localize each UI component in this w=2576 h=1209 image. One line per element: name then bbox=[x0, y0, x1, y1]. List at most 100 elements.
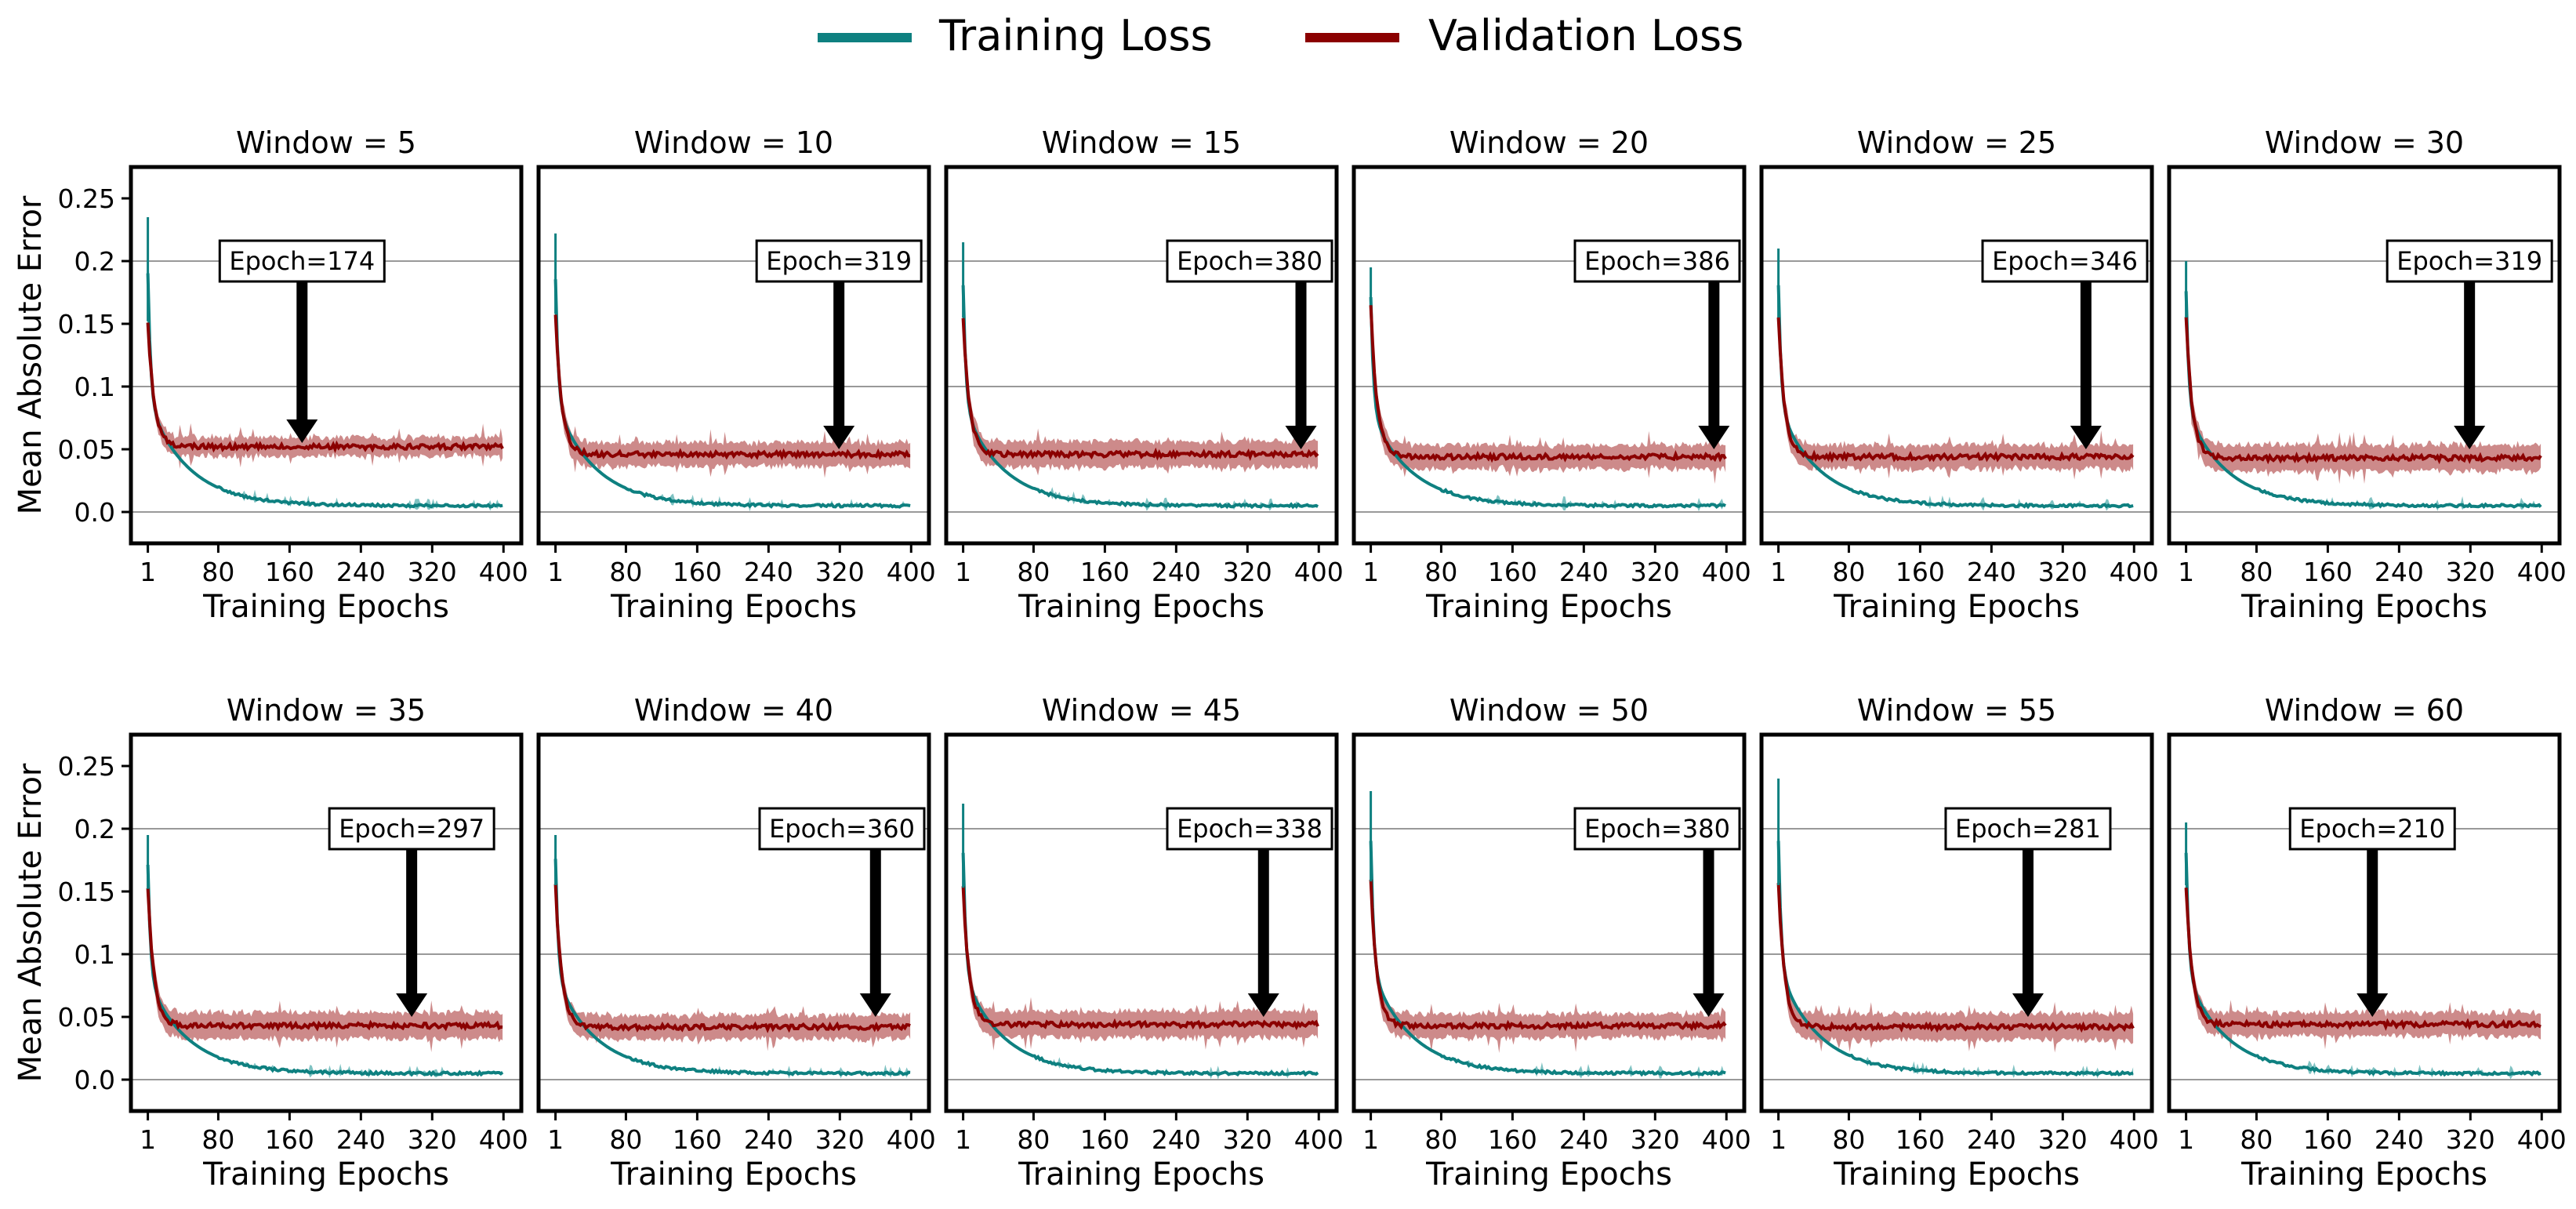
x-tick-label: 80 bbox=[2240, 1124, 2273, 1155]
y-tick-label: 0.0 bbox=[74, 1065, 115, 1095]
arrow-shaft bbox=[1295, 275, 1307, 427]
x-tick-label: 320 bbox=[2038, 1124, 2088, 1155]
x-axis-label: Training Epochs bbox=[1833, 589, 2080, 625]
x-tick-label: 240 bbox=[1559, 1124, 1609, 1155]
x-tick-label: 80 bbox=[1832, 1124, 1865, 1155]
plot-area bbox=[1776, 249, 2135, 511]
x-tick-label: 320 bbox=[1631, 557, 1680, 587]
x-tick-label: 1 bbox=[547, 1124, 564, 1155]
annotation-label: Epoch=319 bbox=[766, 246, 912, 276]
y-tick-label: 0.2 bbox=[74, 814, 115, 844]
x-tick-label: 320 bbox=[2446, 557, 2495, 587]
training-loss-line bbox=[1369, 296, 1726, 510]
annotation-label: Epoch=174 bbox=[229, 246, 375, 276]
x-tick-label: 80 bbox=[1424, 557, 1457, 587]
x-tick-label: 160 bbox=[1080, 557, 1130, 587]
panel-title: Window = 10 bbox=[634, 125, 833, 160]
x-tick-label: 1 bbox=[955, 1124, 971, 1155]
panel-window-30: Window = 30 Epoch=319 1 80 160 240 320 400 Train… bbox=[2167, 125, 2567, 625]
panel-frame bbox=[129, 165, 524, 546]
arrow-head bbox=[1247, 993, 1279, 1017]
training-loss-band bbox=[1778, 260, 2134, 511]
panel-frame bbox=[2167, 165, 2562, 546]
validation-loss-band bbox=[1778, 305, 2134, 480]
panel-frame bbox=[129, 732, 524, 1113]
panel-frame bbox=[1351, 165, 1747, 546]
annotation-label: Epoch=346 bbox=[1992, 246, 2138, 276]
panel-title: Window = 45 bbox=[1042, 693, 1241, 728]
x-tick-label: 320 bbox=[2446, 1124, 2495, 1155]
validation-loss-line bbox=[961, 886, 1319, 1031]
panel-title: Window = 40 bbox=[634, 693, 833, 728]
panel-window-45: Window = 45 Epoch=338 1 80 160 240 320 400 Train… bbox=[944, 693, 1344, 1193]
x-tick-label: 240 bbox=[2375, 1124, 2424, 1155]
panel-window-25: Window = 25 Epoch=346 1 80 160 240 320 400 Train… bbox=[1759, 125, 2159, 625]
validation-loss-line bbox=[1776, 317, 2135, 463]
plot-area bbox=[146, 835, 504, 1079]
arrow-head bbox=[1285, 426, 1317, 449]
x-tick-label: 80 bbox=[609, 557, 642, 587]
training-loss-line bbox=[553, 859, 911, 1076]
x-tick-label: 400 bbox=[1702, 557, 1751, 587]
annotation-box bbox=[1166, 807, 1333, 851]
panel-frame bbox=[536, 732, 931, 1113]
panel-window-50: Window = 50 Epoch=380 1 80 160 240 320 400 Train… bbox=[1351, 693, 1751, 1193]
training-loss-line bbox=[146, 864, 504, 1077]
annotation-box bbox=[1166, 239, 1333, 283]
arrow-shaft bbox=[833, 275, 845, 427]
panel-window-35: Window = 35 Epoch=297 1 80 160 240 320 400 Train… bbox=[13, 693, 528, 1193]
x-tick-label: 160 bbox=[673, 557, 722, 587]
validation-loss-line bbox=[1369, 305, 1727, 463]
plot-area bbox=[1369, 791, 1727, 1080]
annotation-label: Epoch=360 bbox=[769, 814, 915, 844]
x-tick-label: 80 bbox=[609, 1124, 642, 1155]
plot-area bbox=[2184, 822, 2542, 1080]
arrow-head bbox=[1698, 426, 1730, 449]
panel-title: Window = 15 bbox=[1042, 125, 1241, 160]
training-loss-line bbox=[2184, 291, 2542, 510]
training-loss-line bbox=[961, 285, 1319, 510]
plot-area bbox=[961, 804, 1319, 1080]
panel-title: Window = 5 bbox=[236, 125, 416, 160]
panel-title: Window = 60 bbox=[2265, 693, 2464, 728]
training-loss-band bbox=[555, 245, 911, 512]
x-tick-label: 160 bbox=[2303, 1124, 2353, 1155]
training-loss-line bbox=[2184, 852, 2542, 1077]
y-tick-label: 0.05 bbox=[58, 1002, 115, 1033]
x-tick-label: 320 bbox=[815, 1124, 865, 1155]
x-tick-label: 400 bbox=[2517, 1124, 2567, 1155]
x-tick-label: 80 bbox=[1424, 1124, 1457, 1155]
arrow-shaft bbox=[296, 275, 308, 421]
annotation-label: Epoch=210 bbox=[2299, 814, 2445, 844]
x-tick-label: 320 bbox=[1223, 1124, 1272, 1155]
panel-window-15: Window = 15 Epoch=380 1 80 160 240 320 400 Train… bbox=[944, 125, 1344, 625]
x-tick-label: 1 bbox=[955, 557, 971, 587]
panel-frame bbox=[1759, 165, 2154, 546]
x-tick-label: 80 bbox=[201, 1124, 234, 1155]
arrow-shaft bbox=[1257, 843, 1269, 995]
legend: Training Loss Validation Loss bbox=[818, 11, 1743, 60]
x-tick-label: 400 bbox=[887, 557, 936, 587]
x-tick-label: 160 bbox=[1488, 557, 1537, 587]
x-axis-label: Training Epochs bbox=[1425, 589, 1672, 625]
y-tick-label: 0.25 bbox=[58, 183, 115, 214]
annotation-label: Epoch=281 bbox=[1955, 814, 2101, 844]
x-tick-label: 400 bbox=[2110, 557, 2159, 587]
x-tick-label: 320 bbox=[815, 557, 865, 587]
panels: Window = 5 Epoch=174 1 80 160 240 320 400 Traini… bbox=[13, 125, 2567, 1193]
x-tick-label: 320 bbox=[1631, 1124, 1680, 1155]
x-tick-label: 240 bbox=[1967, 557, 2016, 587]
arrow-head bbox=[823, 426, 855, 449]
annotation-box bbox=[755, 239, 923, 283]
validation-loss-line bbox=[961, 318, 1319, 462]
x-tick-label: 320 bbox=[1223, 557, 1272, 587]
panel-frame bbox=[536, 165, 931, 546]
arrow-shaft bbox=[2080, 275, 2092, 427]
y-tick-label: 0.2 bbox=[74, 246, 115, 277]
x-tick-label: 400 bbox=[479, 557, 528, 587]
x-tick-label: 240 bbox=[744, 1124, 793, 1155]
x-tick-label: 1 bbox=[1770, 1124, 1787, 1155]
annotation-box bbox=[328, 807, 495, 851]
x-tick-label: 80 bbox=[201, 557, 234, 587]
x-tick-label: 240 bbox=[336, 557, 386, 587]
